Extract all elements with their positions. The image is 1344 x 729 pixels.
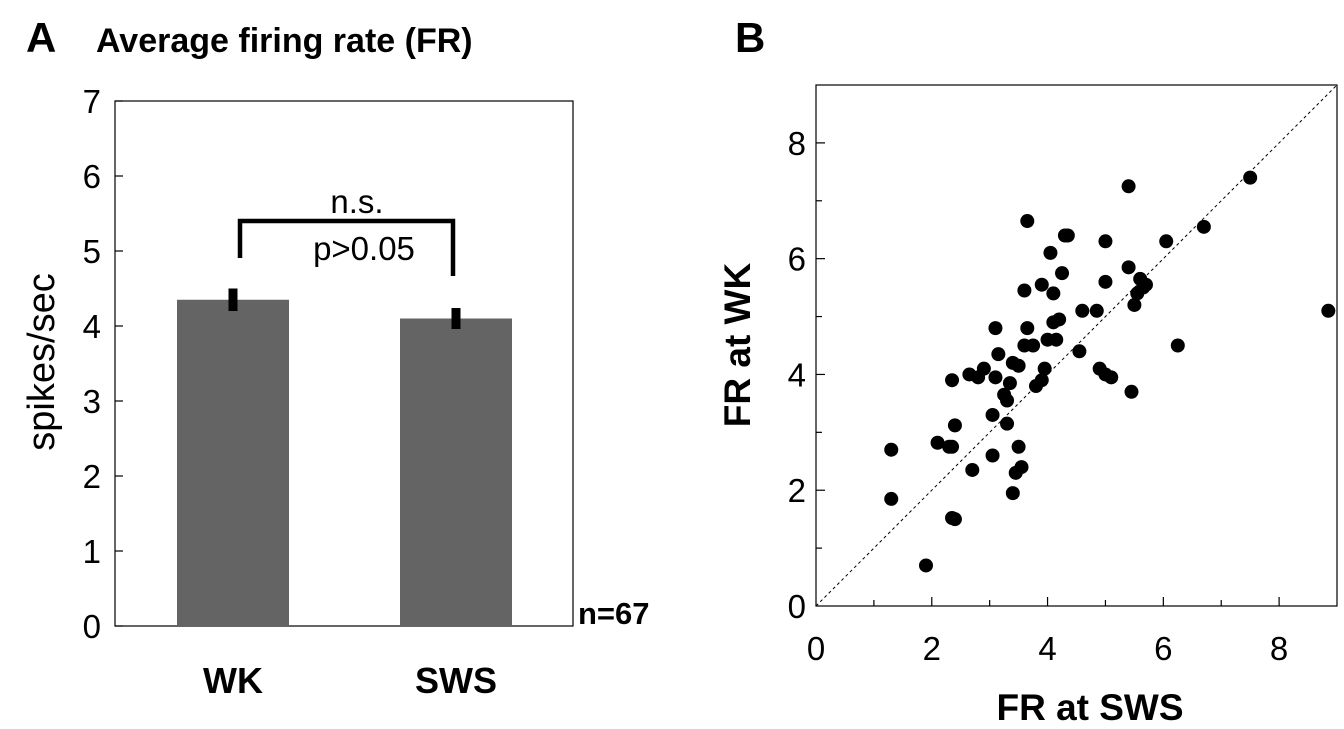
bar-category-label: WK [203, 660, 263, 701]
scatter-point [918, 558, 933, 573]
scatter-axes: 0 2 4 6 8 0 2 4 6 8 [788, 125, 1289, 667]
scatter-point [1121, 179, 1136, 194]
scatter-y-tick-label: 4 [788, 356, 806, 393]
scatter-point [1005, 486, 1020, 501]
significance-bracket [237, 218, 456, 276]
scatter-point [1089, 303, 1104, 318]
scatter-point [884, 442, 899, 457]
scatter-point [1060, 228, 1075, 243]
scatter-point [1000, 393, 1015, 408]
scatter-point [1196, 219, 1211, 234]
bar-category-label: SWS [415, 660, 497, 701]
bar-y-tick-label: 1 [83, 533, 101, 570]
bar-plot-frame [114, 100, 574, 627]
scatter-point [1170, 338, 1185, 353]
bar-y-tick-label: 7 [83, 83, 101, 120]
scatter-y-tick-label: 2 [788, 472, 806, 509]
scatter-point [947, 418, 962, 433]
scatter-point [1138, 277, 1153, 292]
bar [177, 299, 289, 626]
bar-y-tick-label: 2 [83, 458, 101, 495]
bar-chart-title: Average firing rate (FR) [96, 22, 473, 60]
scatter-x-tick-label: 0 [807, 630, 825, 667]
significance-label: n.s. [330, 183, 383, 220]
scatter-point [988, 321, 1003, 336]
scatter-x-tick-label: 8 [1270, 630, 1288, 667]
scatter-point [1002, 376, 1017, 391]
scatter-point [945, 511, 960, 526]
bar-y-tick-label: 5 [83, 233, 101, 270]
scatter-y-tick-label: 0 [788, 588, 806, 625]
scatter-x-tick-label: 6 [1154, 630, 1172, 667]
scatter-point [1072, 344, 1087, 359]
bar [400, 318, 512, 626]
scatter-point [1049, 332, 1064, 347]
scatter-point [1121, 260, 1136, 275]
bar-y-tick-label: 6 [83, 158, 101, 195]
scatter-point [1098, 274, 1113, 289]
bar-y-tick-label: 4 [83, 308, 101, 345]
bar-y-axis: 0 1 2 3 4 5 6 7 [83, 83, 123, 645]
scatter-x-tick-label: 2 [923, 630, 941, 667]
panel-a-letter: A [26, 14, 56, 61]
scatter-point [945, 439, 960, 454]
panel-b-letter: B [735, 14, 765, 61]
scatter-point [1026, 338, 1041, 353]
scatter-point [1020, 214, 1035, 229]
bar-categories: WK SWS [203, 660, 497, 701]
scatter-point [1014, 460, 1029, 475]
bar-y-axis-label: spikes/sec [21, 273, 63, 450]
scatter-point [1034, 277, 1049, 292]
scatter-point [1000, 416, 1015, 431]
scatter-point [1243, 170, 1258, 185]
scatter-y-tick-label: 6 [788, 241, 806, 278]
scatter-point [1104, 370, 1119, 385]
p-value-label: p>0.05 [313, 230, 415, 267]
scatter-point [985, 448, 1000, 463]
scatter-point [1055, 266, 1070, 281]
scatter-point [1159, 234, 1174, 249]
sample-size-label: n=67 [578, 596, 650, 631]
scatter-point [1011, 439, 1026, 454]
bar-y-tick-label: 3 [83, 383, 101, 420]
scatter-point [1052, 312, 1067, 327]
scatter-point [1127, 297, 1142, 312]
scatter-point [991, 347, 1006, 362]
scatter-point [884, 491, 899, 506]
scatter-point [1017, 283, 1032, 298]
scatter-y-tick-label: 8 [788, 125, 806, 162]
scatter-point [1043, 245, 1058, 260]
scatter-point [1020, 321, 1035, 336]
scatter-point [1075, 303, 1090, 318]
scatter-y-axis-label: FR at WK [717, 263, 758, 428]
scatter-x-axis-label: FR at SWS [996, 687, 1183, 728]
scatter-point [971, 370, 986, 385]
bar-y-tick-label: 0 [83, 608, 101, 645]
scatter-point [965, 462, 980, 477]
scatter-point [1124, 384, 1139, 399]
scatter-point [1034, 373, 1049, 388]
scatter-point [1321, 303, 1336, 318]
scatter-x-tick-label: 4 [1038, 630, 1056, 667]
scatter-point [1037, 361, 1052, 376]
scatter-point [1098, 234, 1113, 249]
scatter-point [1046, 286, 1061, 301]
scatter-point [988, 370, 1003, 385]
scatter-point [985, 407, 1000, 422]
bar-series [177, 288, 512, 626]
scatter-point [945, 373, 960, 388]
scatter-plot-frame [815, 84, 1338, 607]
scatter-point [930, 435, 945, 450]
scatter-points [884, 170, 1336, 573]
scatter-point [1011, 358, 1026, 373]
